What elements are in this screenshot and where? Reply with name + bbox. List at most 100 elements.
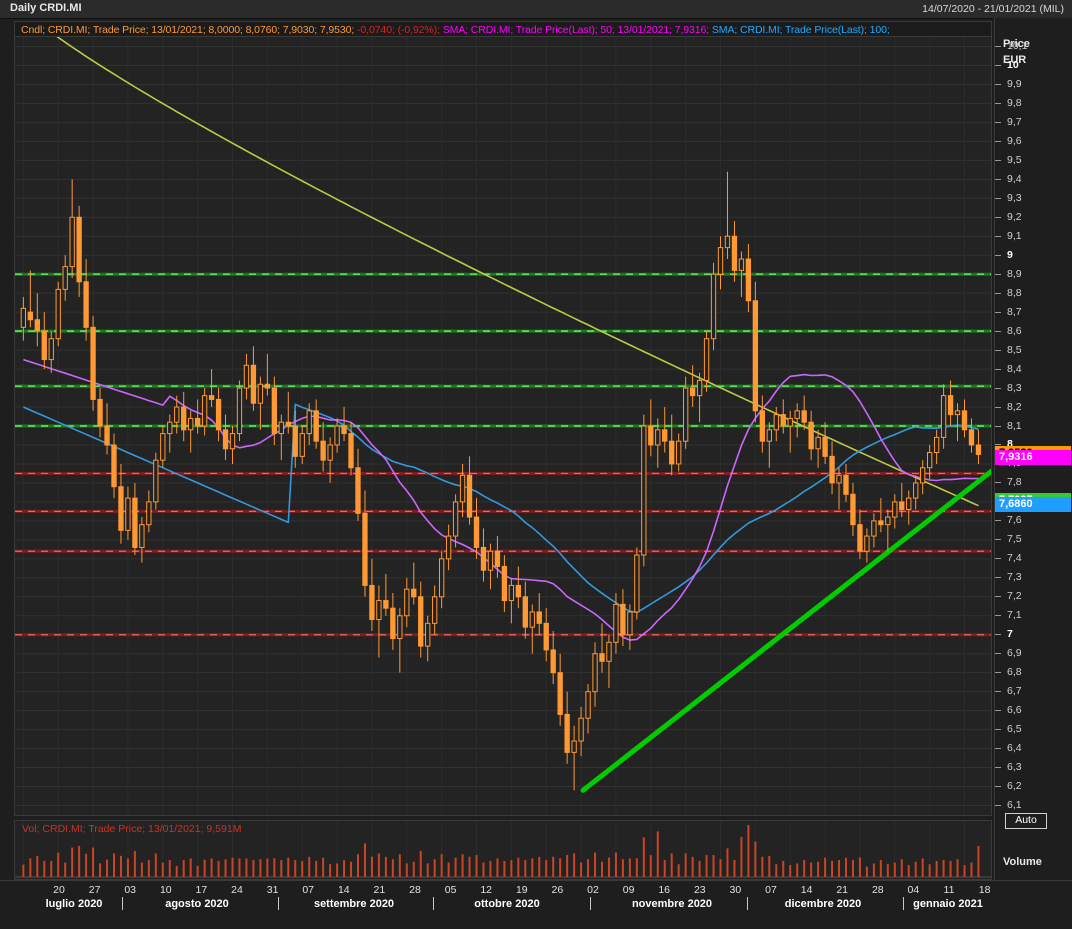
date-tick-label: 31	[266, 884, 279, 896]
date-month-label: settembre 2020	[313, 898, 395, 910]
page-title: Daily CRDI.MI	[10, 2, 82, 14]
axis-tickmark	[995, 786, 1001, 788]
candlestick	[536, 592, 542, 635]
candlestick	[975, 429, 982, 464]
date-tick-label: 16	[658, 884, 671, 896]
volume-chart-pane[interactable]	[14, 820, 992, 880]
candlestick	[836, 467, 842, 510]
candlestick	[648, 399, 654, 457]
axis-tick-label: 9,2	[1007, 210, 1022, 223]
price-chart-pane[interactable]	[14, 36, 992, 816]
sma50-tag[interactable]: 7,9316	[995, 450, 1071, 466]
date-tick-label: 12	[480, 884, 493, 896]
candlestick	[787, 410, 793, 453]
axis-tickmark	[995, 121, 1001, 123]
candlestick	[766, 422, 772, 468]
candlestick	[299, 426, 305, 464]
candlestick	[494, 536, 501, 578]
date-month-label: ottobre 2020	[474, 898, 540, 910]
axis-tick-label: 8,6	[1007, 324, 1022, 337]
candlestick	[348, 422, 354, 476]
candlestick	[613, 592, 619, 654]
auto-scale-button[interactable]: Auto	[1005, 813, 1047, 829]
axis-tick-label: 9,5	[1007, 153, 1022, 166]
axis-tick-label: 7,2	[1007, 590, 1022, 603]
volume-legend: Vol; CRDI.MI; Trade Price; 13/01/2021; 9…	[22, 823, 242, 835]
candlestick	[411, 562, 417, 605]
date-axis[interactable]: 20 27 03 10 17 24 31 07 14 21 28 05 12 19 26 02 09 16 23 30…	[0, 880, 1072, 929]
candlestick	[669, 414, 675, 476]
date-month-separator	[903, 897, 904, 910]
axis-tickmark	[995, 349, 1001, 351]
date-month-separator	[433, 897, 434, 910]
axis-tickmark	[995, 368, 1001, 370]
axis-tickmark	[995, 64, 1001, 66]
axis-tick-label: 8,4	[1007, 362, 1022, 375]
candlestick	[452, 494, 459, 548]
axis-tick-label: 7,4	[1007, 552, 1022, 565]
axis-tickmark	[995, 596, 1001, 598]
candlestick	[418, 581, 424, 658]
candlestick	[404, 577, 410, 628]
candlestick	[153, 452, 159, 510]
axis-tickmark	[995, 691, 1001, 693]
candlestick	[139, 517, 145, 563]
axis-tick-label: 7,6	[1007, 514, 1022, 527]
date-month-label: agosto 2020	[165, 898, 229, 910]
axis-tickmark	[995, 653, 1001, 655]
candlestick	[592, 642, 598, 707]
axis-tickmark	[995, 273, 1001, 275]
sma100-tag[interactable]: 7,6860	[995, 497, 1071, 513]
candlestick	[257, 376, 264, 430]
candlestick	[111, 433, 117, 499]
candlestick	[752, 281, 759, 423]
axis-tickmark	[995, 102, 1001, 104]
candlestick	[369, 558, 375, 631]
candlestick	[529, 604, 535, 654]
date-tick-label: 19	[515, 884, 528, 896]
axis-tick-label: 6,2	[1007, 780, 1022, 793]
candlestick	[515, 566, 521, 609]
axis-tick-label: 7,8	[1007, 476, 1022, 489]
candlestick	[459, 463, 466, 518]
candlestick	[543, 608, 549, 662]
candlestick	[181, 391, 187, 442]
candlestick	[97, 388, 103, 438]
axis-tickmark	[995, 748, 1001, 750]
candlestick	[731, 221, 738, 282]
candlestick	[815, 429, 821, 468]
date-tick-label: 05	[444, 884, 457, 896]
date-tick-label: 21	[836, 884, 849, 896]
axis-tickmark	[995, 482, 1001, 484]
candlestick	[871, 513, 877, 548]
candlestick	[34, 293, 40, 347]
candlestick	[76, 205, 82, 297]
candlestick	[954, 403, 961, 442]
candlestick	[585, 684, 591, 734]
candlestick	[264, 353, 271, 396]
date-tick-label: 14	[800, 884, 813, 896]
candlestick	[118, 463, 124, 544]
price-axis[interactable]: Price EUR 10,1 10 9,9 9,8 9,7 9,6 9,5 9,4 9,3 9,2…	[994, 18, 1072, 916]
candlestick	[717, 236, 724, 290]
candlestick	[689, 365, 696, 408]
axis-tick-label: 10,1	[1007, 39, 1028, 52]
candlestick	[69, 179, 75, 278]
axis-tickmark	[995, 767, 1001, 769]
candlestick	[27, 270, 33, 328]
candlestick	[104, 403, 110, 455]
candlestick	[947, 380, 954, 426]
axis-tick-label: 10	[1007, 58, 1019, 71]
candlestick	[773, 407, 779, 442]
date-tick-label: 07	[302, 884, 315, 896]
axis-tickmark	[995, 292, 1001, 294]
candlestick	[808, 410, 814, 461]
candlestick	[362, 490, 368, 597]
axis-tickmark	[995, 140, 1001, 142]
candlestick	[571, 725, 577, 791]
candlestick	[634, 547, 640, 620]
axis-tick-label: 8,9	[1007, 267, 1022, 280]
axis-tick-label: 7,1	[1007, 609, 1022, 622]
date-tick-label: 10	[159, 884, 172, 896]
title-bar: Daily CRDI.MI 14/07/2020 - 21/01/2021 (M…	[0, 0, 1072, 19]
